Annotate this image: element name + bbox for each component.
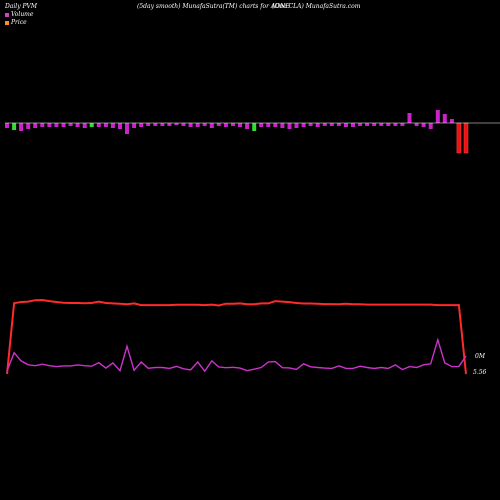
- volume-bar: [223, 123, 228, 127]
- volume-bar: [322, 123, 327, 126]
- chart-header-left: Daily PVM: [5, 3, 38, 10]
- volume-bar: [188, 123, 193, 127]
- volume-bar: [118, 123, 122, 129]
- volume-bar: [315, 123, 320, 127]
- volume-bar: [400, 123, 405, 126]
- volume-bar: [139, 123, 144, 127]
- volume-bar: [103, 123, 108, 127]
- volume-bar: [456, 122, 462, 154]
- volume-bar: [96, 123, 101, 127]
- volume-bar: [252, 123, 257, 131]
- volume-bar: [308, 123, 313, 126]
- volume-bar: [463, 122, 469, 154]
- legend-volume: Volume: [5, 11, 33, 18]
- volume-bar: [294, 123, 299, 128]
- chart-title: (5day smooth) MunafaSutra(TM) charts for…: [137, 3, 290, 10]
- volume-bar: [372, 123, 377, 126]
- volume-bar: [202, 123, 207, 126]
- price-series-line: [6, 298, 467, 375]
- volume-bar: [358, 123, 363, 126]
- volume-series-line: [6, 337, 467, 373]
- legend-price-label: Price: [11, 19, 27, 26]
- legend-volume-label: Volume: [11, 11, 34, 18]
- chart-header-right: (One CLA) MunafaSutra.com: [272, 3, 361, 10]
- volume-end-label: 0M: [475, 353, 486, 360]
- volume-bar: [153, 123, 158, 126]
- volume-bar: [5, 123, 9, 128]
- volume-bar: [89, 123, 94, 127]
- volume-bar: [216, 123, 221, 126]
- volume-bar: [379, 123, 384, 126]
- volume-bar: [393, 123, 398, 126]
- volume-bar: [273, 123, 278, 127]
- volume-bar: [54, 123, 59, 127]
- volume-bar: [245, 123, 250, 129]
- volume-bar: [287, 123, 292, 129]
- volume-bar: [428, 123, 433, 129]
- price-end-label: 5.56: [473, 369, 487, 376]
- volume-bars: [5, 110, 469, 154]
- volume-bar: [19, 123, 24, 131]
- volume-bar: [110, 123, 115, 128]
- volume-bar: [33, 123, 38, 128]
- volume-bar: [336, 123, 341, 126]
- volume-bar: [365, 123, 370, 126]
- volume-bar: [82, 123, 87, 128]
- volume-bar: [195, 123, 200, 127]
- legend-volume-swatch: [5, 12, 9, 17]
- volume-bar: [231, 123, 235, 126]
- volume-bar: [351, 123, 355, 127]
- volume-bar: [449, 119, 454, 123]
- volume-bar: [26, 123, 31, 129]
- volume-bar: [75, 123, 80, 127]
- volume-bar: [160, 123, 165, 126]
- legend-price-swatch: [5, 20, 9, 25]
- volume-bar: [68, 123, 73, 126]
- volume-bar: [280, 123, 285, 128]
- volume-bar: [407, 113, 412, 123]
- volume-bar: [12, 123, 17, 130]
- volume-bar: [125, 123, 129, 134]
- volume-bar: [238, 123, 242, 127]
- volume-bar: [386, 123, 391, 126]
- volume-bar: [181, 123, 186, 126]
- volume-bar: [132, 123, 137, 128]
- volume-bar: [259, 123, 264, 127]
- volume-bar: [435, 110, 440, 123]
- volume-bar: [146, 123, 151, 126]
- volume-bar: [61, 123, 66, 127]
- volume-bar: [40, 123, 45, 127]
- volume-bar: [167, 123, 172, 126]
- legend-price: Price: [5, 19, 27, 26]
- volume-bar: [301, 123, 306, 127]
- volume-bar: [414, 123, 419, 126]
- volume-bar: [421, 123, 426, 127]
- volume-bar: [442, 114, 447, 123]
- volume-bar: [47, 123, 52, 127]
- volume-bar: [329, 123, 334, 126]
- volume-bar: [266, 123, 271, 127]
- volume-bar: [344, 123, 348, 127]
- volume-bar: [209, 123, 214, 128]
- volume-bar: [174, 123, 179, 125]
